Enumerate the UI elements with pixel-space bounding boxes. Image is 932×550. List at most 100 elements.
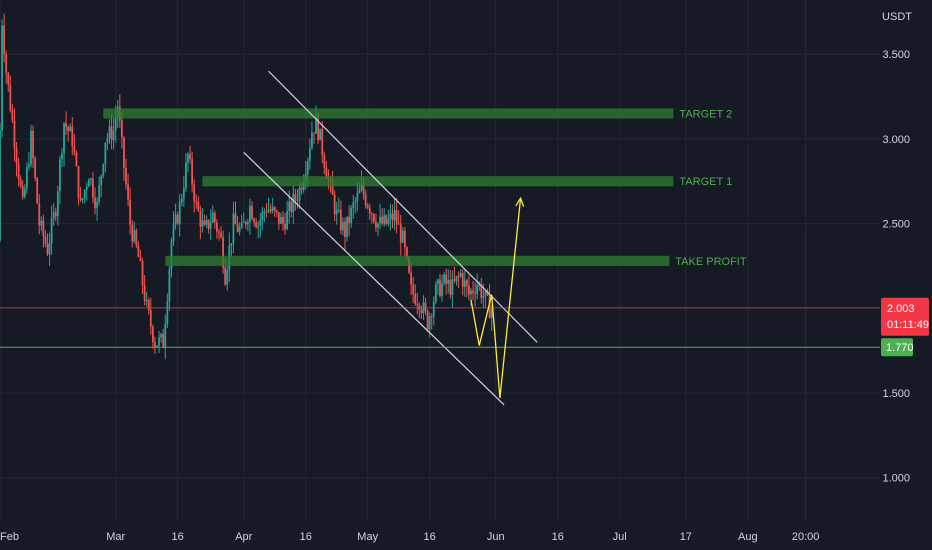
candle-body <box>197 201 200 211</box>
x-tick-label: 16 <box>552 531 564 543</box>
candle-body <box>459 272 462 277</box>
candle-body <box>410 272 412 285</box>
candle-body <box>242 222 245 224</box>
candle-body <box>335 209 338 215</box>
candle-body <box>368 207 371 214</box>
candle-body <box>240 222 243 228</box>
candle-body <box>319 128 322 141</box>
candle-body <box>439 279 441 296</box>
candle-body <box>339 209 342 231</box>
candle-body <box>54 212 57 217</box>
candle-body <box>226 270 229 285</box>
candle-body <box>385 215 388 224</box>
candle-body <box>315 114 317 134</box>
candle-body <box>199 210 202 227</box>
current-price-label: 2.003 <box>887 303 915 315</box>
candle-body <box>187 154 189 163</box>
candle-body <box>5 54 8 73</box>
candle-body <box>397 223 400 225</box>
y-tick-label: 3.000 <box>882 134 910 146</box>
candle-body <box>451 279 454 295</box>
candle-body <box>147 299 150 311</box>
candle-body <box>44 236 47 244</box>
candle-body <box>1 25 3 131</box>
candle-body <box>67 127 70 132</box>
candle-body <box>306 160 309 175</box>
projection-arrowhead <box>515 196 525 207</box>
candle-body <box>40 220 43 226</box>
candle-body <box>21 186 24 197</box>
candle-body <box>294 194 297 200</box>
candle-body <box>234 213 237 225</box>
candle-body <box>430 316 433 318</box>
candle-body <box>490 308 493 319</box>
candle-body <box>106 138 109 143</box>
candle-body <box>203 220 206 225</box>
candle-body <box>308 148 311 161</box>
candle-body <box>358 190 361 194</box>
candle-body <box>145 299 148 302</box>
y-axis-unit-label: USDT <box>882 11 912 23</box>
candle-body <box>447 280 450 284</box>
candle-body <box>443 274 446 284</box>
candle-body <box>261 211 264 221</box>
candle-body <box>387 218 390 224</box>
candle-body <box>81 198 84 200</box>
candle-body <box>195 201 198 203</box>
candle-body <box>465 280 468 286</box>
candle-body <box>108 126 111 139</box>
y-tick-label: 1.000 <box>882 473 910 485</box>
x-tick-label: Jun <box>487 531 505 543</box>
candle-body <box>211 212 214 223</box>
candle-body <box>102 164 105 176</box>
candle-body <box>251 205 253 220</box>
candle-body <box>313 132 315 134</box>
x-tick-label: May <box>357 531 378 543</box>
x-tick-label: 17 <box>680 531 692 543</box>
candle-body <box>253 219 255 223</box>
channel-line[interactable] <box>243 152 505 406</box>
support-price-badge <box>881 338 913 357</box>
target-zone[interactable] <box>202 176 674 187</box>
candle-body <box>356 193 359 202</box>
candle-body <box>79 198 82 200</box>
candle-body <box>366 205 369 208</box>
candle-body <box>63 123 65 154</box>
candle-body <box>280 216 282 224</box>
candle-body <box>331 180 334 195</box>
candle-body <box>201 220 204 227</box>
zone-label: TAKE PROFIT <box>675 256 747 268</box>
candle-body <box>230 243 233 246</box>
candle-body <box>158 337 160 346</box>
candle-body <box>216 222 218 232</box>
target-zone[interactable] <box>103 108 674 119</box>
candle-body <box>34 157 37 179</box>
candle-body <box>112 130 115 141</box>
candle-body <box>174 214 177 225</box>
candle-body <box>87 180 90 187</box>
candle-body <box>344 221 346 238</box>
x-tick-label: Aug <box>738 531 758 543</box>
candle-body <box>476 284 479 294</box>
candle-body <box>7 72 10 85</box>
x-tick-label: Feb <box>0 531 19 543</box>
x-tick-label: Jul <box>613 531 627 543</box>
x-tick-label: Apr <box>235 531 252 543</box>
projection-path[interactable] <box>470 198 522 399</box>
candle-body <box>273 207 276 211</box>
x-tick-label: 16 <box>172 531 184 543</box>
candle-body <box>178 202 181 224</box>
candle-body <box>259 220 262 226</box>
candle-body <box>59 159 61 192</box>
x-tick-label: Mar <box>106 531 125 543</box>
candle-body <box>484 291 487 297</box>
axes: USDT 3.500 3.000 2.500 1.500 1.000 Feb Mar 16 Ap… <box>0 11 912 543</box>
candle-body <box>125 167 127 185</box>
candle-body <box>463 280 466 287</box>
candle-body <box>129 199 132 225</box>
candle-body <box>317 114 320 141</box>
target-zone[interactable] <box>165 255 670 266</box>
candle-body <box>180 198 183 203</box>
